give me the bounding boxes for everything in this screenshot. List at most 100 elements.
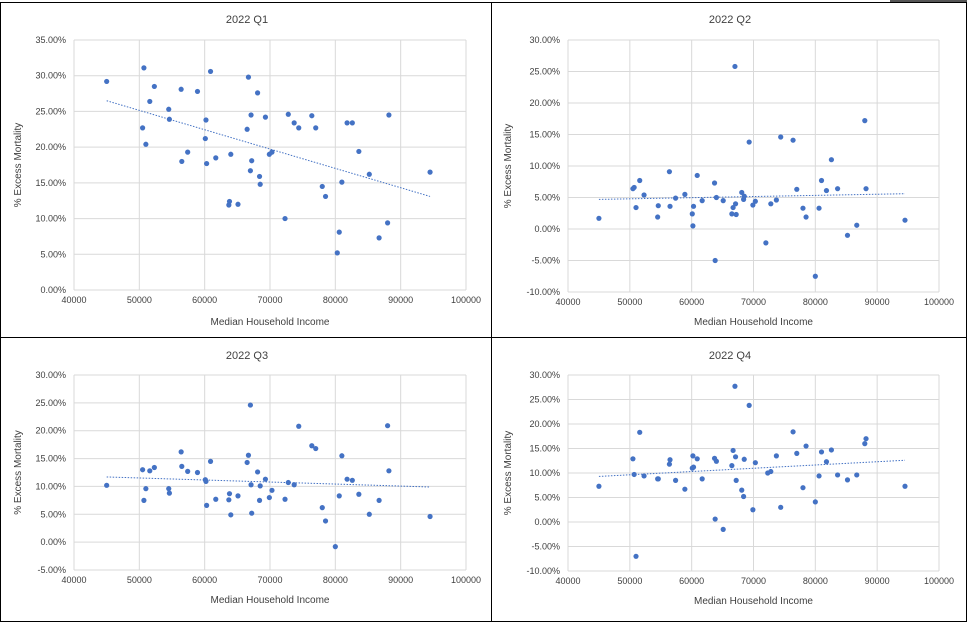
data-point[interactable] bbox=[812, 499, 818, 505]
data-point[interactable] bbox=[666, 461, 673, 467]
data-point[interactable] bbox=[257, 181, 263, 187]
data-point[interactable] bbox=[778, 504, 784, 510]
data-point[interactable] bbox=[235, 201, 241, 207]
data-point[interactable] bbox=[794, 186, 800, 192]
data-point[interactable] bbox=[249, 510, 255, 516]
data-point[interactable] bbox=[844, 477, 851, 483]
data-point[interactable] bbox=[750, 507, 756, 513]
data-point[interactable] bbox=[282, 496, 288, 502]
data-point[interactable] bbox=[816, 473, 822, 479]
data-point[interactable] bbox=[228, 512, 234, 518]
data-point[interactable] bbox=[690, 464, 697, 470]
data-point[interactable] bbox=[226, 497, 232, 503]
data-point[interactable] bbox=[746, 139, 752, 145]
data-point[interactable] bbox=[682, 486, 688, 492]
data-point[interactable] bbox=[141, 497, 147, 503]
data-point[interactable] bbox=[207, 68, 214, 75]
data-point[interactable] bbox=[732, 383, 738, 389]
data-point[interactable] bbox=[844, 232, 851, 238]
data-point[interactable] bbox=[213, 496, 219, 502]
data-point[interactable] bbox=[828, 447, 835, 453]
data-point[interactable] bbox=[185, 468, 191, 474]
data-point[interactable] bbox=[655, 203, 661, 209]
data-point[interactable] bbox=[262, 114, 269, 120]
data-point[interactable] bbox=[194, 88, 201, 95]
data-point[interactable] bbox=[631, 184, 637, 191]
data-point[interactable] bbox=[254, 469, 261, 475]
data-point[interactable] bbox=[730, 204, 736, 211]
chart-panel-q3[interactable]: -5.00% 0.00% 5.00% 10.00% 15.00% 20.00% 25.00%… bbox=[0, 337, 492, 622]
data-point[interactable] bbox=[269, 149, 275, 155]
data-point[interactable] bbox=[712, 516, 718, 522]
data-point[interactable] bbox=[746, 402, 752, 408]
data-point[interactable] bbox=[336, 493, 342, 499]
data-point[interactable] bbox=[790, 137, 796, 143]
data-point[interactable] bbox=[672, 195, 679, 201]
data-point[interactable] bbox=[266, 494, 272, 501]
data-point[interactable] bbox=[828, 157, 835, 163]
data-point[interactable] bbox=[733, 477, 739, 483]
data-point[interactable] bbox=[143, 141, 149, 147]
data-point[interactable] bbox=[356, 148, 362, 155]
data-point[interactable] bbox=[366, 171, 372, 177]
data-point[interactable] bbox=[179, 463, 185, 469]
data-point[interactable] bbox=[269, 487, 275, 493]
data-point[interactable] bbox=[720, 526, 726, 532]
data-point[interactable] bbox=[812, 273, 818, 279]
data-point[interactable] bbox=[104, 482, 110, 488]
data-point[interactable] bbox=[336, 229, 342, 235]
data-point[interactable] bbox=[178, 449, 184, 455]
data-point[interactable] bbox=[385, 423, 391, 429]
data-point[interactable] bbox=[666, 169, 673, 175]
data-point[interactable] bbox=[386, 468, 392, 474]
data-point[interactable] bbox=[633, 204, 639, 211]
data-point[interactable] bbox=[732, 454, 739, 460]
data-point[interactable] bbox=[143, 486, 149, 492]
data-point[interactable] bbox=[256, 497, 263, 503]
data-point[interactable] bbox=[862, 441, 868, 447]
data-point[interactable] bbox=[140, 125, 146, 131]
data-point[interactable] bbox=[202, 135, 208, 142]
data-point[interactable] bbox=[732, 201, 739, 207]
chart-panel-q1[interactable]: 0.00% 5.00% 10.00% 15.00% 20.00% 25.00% 30.00%… bbox=[0, 2, 492, 338]
data-point[interactable] bbox=[689, 211, 695, 217]
data-point[interactable] bbox=[339, 179, 345, 185]
data-point[interactable] bbox=[803, 443, 809, 449]
data-point[interactable] bbox=[730, 447, 736, 454]
data-point[interactable] bbox=[203, 478, 209, 485]
data-point[interactable] bbox=[104, 78, 110, 85]
data-point[interactable] bbox=[245, 74, 252, 80]
data-point[interactable] bbox=[823, 187, 830, 194]
data-point[interactable] bbox=[834, 472, 841, 478]
data-point[interactable] bbox=[344, 476, 350, 482]
data-point[interactable] bbox=[720, 198, 726, 204]
data-point[interactable] bbox=[752, 460, 758, 466]
data-point[interactable] bbox=[151, 83, 157, 90]
data-point[interactable] bbox=[376, 235, 382, 241]
data-point[interactable] bbox=[207, 458, 214, 464]
data-point[interactable] bbox=[773, 197, 779, 203]
data-point[interactable] bbox=[254, 90, 261, 96]
data-point[interactable] bbox=[641, 473, 647, 479]
data-point[interactable] bbox=[226, 491, 233, 497]
data-point[interactable] bbox=[863, 436, 869, 442]
data-point[interactable] bbox=[147, 468, 153, 474]
data-point[interactable] bbox=[247, 402, 253, 408]
data-point[interactable] bbox=[733, 211, 739, 218]
data-point[interactable] bbox=[322, 518, 329, 524]
data-point[interactable] bbox=[596, 483, 602, 489]
data-point[interactable] bbox=[633, 553, 639, 559]
data-point[interactable] bbox=[332, 544, 338, 550]
data-point[interactable] bbox=[334, 250, 340, 256]
data-point[interactable] bbox=[816, 205, 822, 211]
data-point[interactable] bbox=[226, 198, 233, 205]
data-point[interactable] bbox=[741, 493, 747, 500]
chart-panel-q2[interactable]: -10.00% -5.00% 0.00% 5.00% 10.00% 15.00% 20.00… bbox=[491, 2, 967, 338]
data-point[interactable] bbox=[285, 111, 291, 117]
data-point[interactable] bbox=[902, 483, 908, 489]
data-point[interactable] bbox=[256, 173, 263, 180]
data-point[interactable] bbox=[344, 120, 350, 126]
data-point[interactable] bbox=[818, 449, 825, 455]
data-point[interactable] bbox=[682, 191, 688, 197]
data-point[interactable] bbox=[257, 483, 263, 489]
